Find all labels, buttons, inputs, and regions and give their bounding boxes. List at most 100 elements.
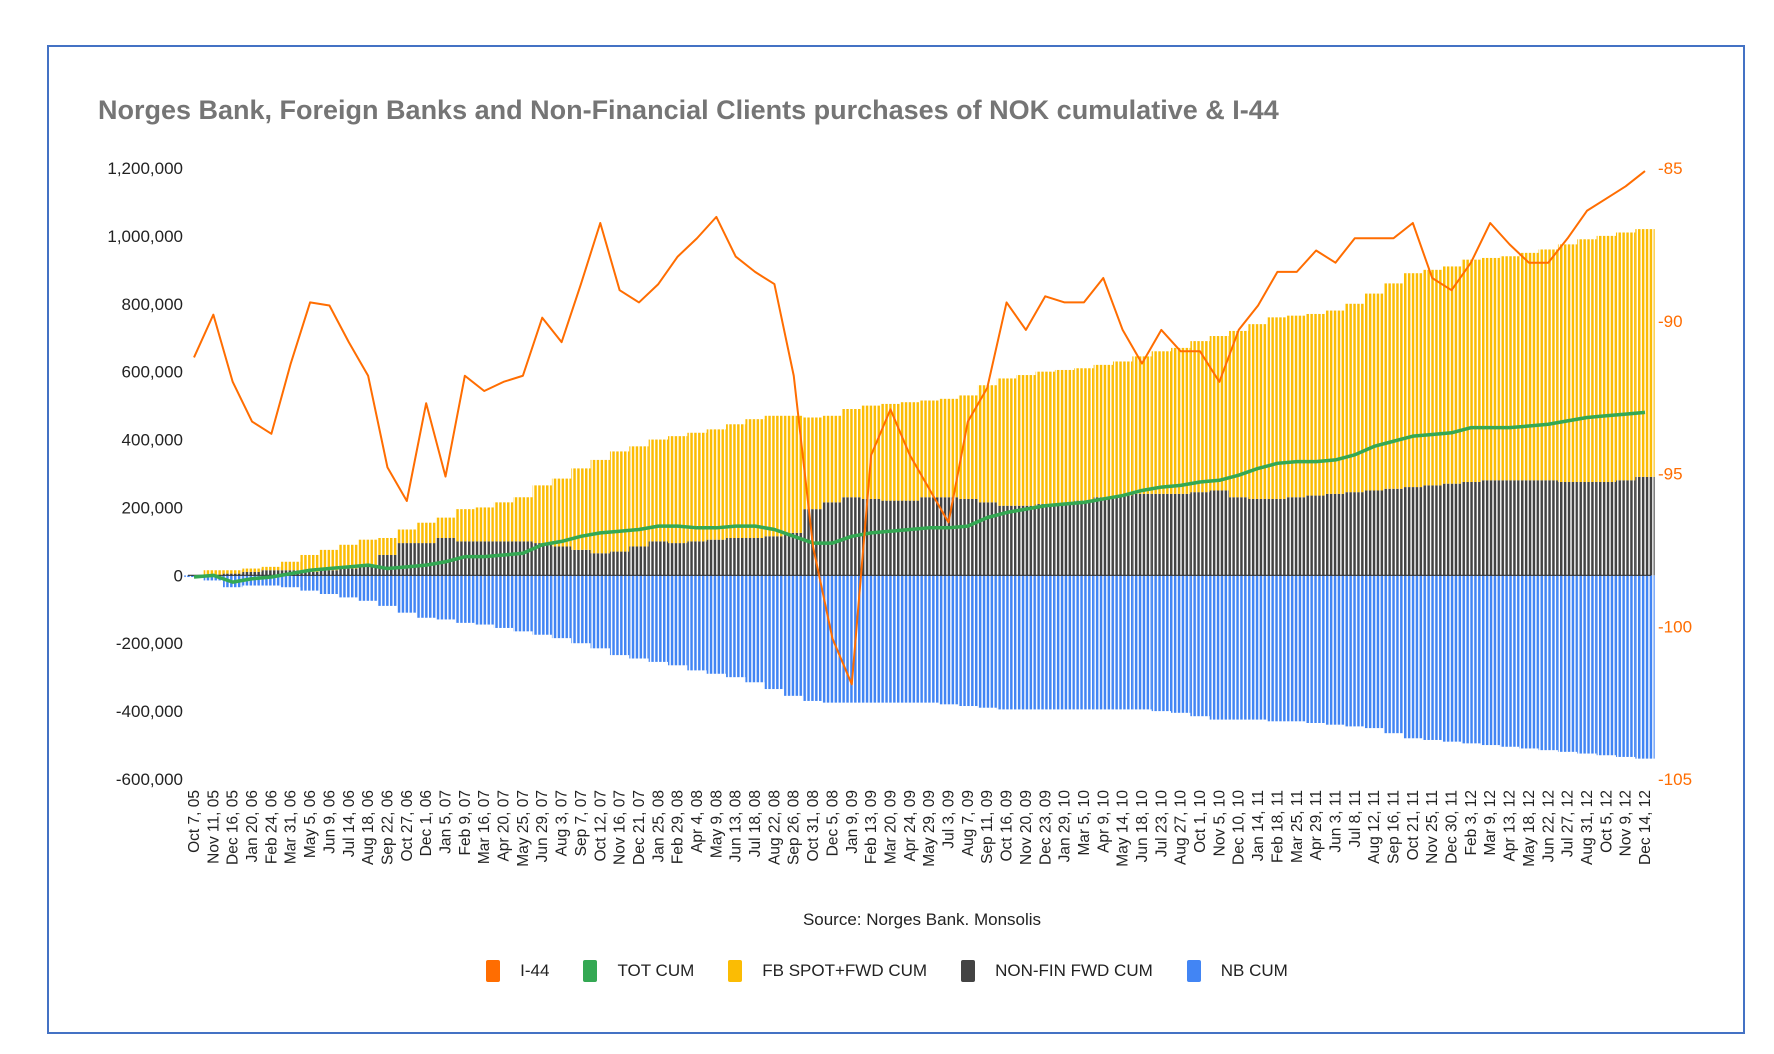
bar-nb-cum <box>339 575 359 598</box>
x-tick-label: Aug 31, 12 <box>1579 790 1596 865</box>
chart-title: Norges Bank, Foreign Banks and Non-Finan… <box>98 95 1279 125</box>
bar-nonfin-fwd-cum <box>1345 492 1365 576</box>
x-tick-label: Aug 18, 06 <box>360 790 377 865</box>
chart-legend: I-44 TOT CUM FB SPOT+FWD CUM NON-FIN FWD… <box>0 960 1774 982</box>
legend-label: NB CUM <box>1220 961 1288 980</box>
bar-nb-cum <box>1480 575 1500 746</box>
x-tick-label: May 25, 07 <box>515 790 532 867</box>
bar-nb-cum <box>1112 575 1133 710</box>
bar-nonfin-fwd-cum <box>1035 504 1055 576</box>
bar-nonfin-fwd-cum <box>648 541 668 576</box>
bar-fb-spot-fwd-cum <box>1209 336 1230 491</box>
x-tick-label: Nov 20, 09 <box>1018 790 1035 865</box>
x-tick-label: May 29, 09 <box>921 790 938 867</box>
bar-nb-cum <box>358 575 378 601</box>
x-tick-label: Apr 4, 08 <box>689 790 706 853</box>
bar-nonfin-fwd-cum <box>319 570 340 576</box>
bar-nonfin-fwd-cum <box>513 541 533 576</box>
x-tick-label: Feb 29, 08 <box>670 790 687 864</box>
bar-fb-spot-fwd-cum <box>1229 330 1249 498</box>
bar-nonfin-fwd-cum <box>1209 490 1230 576</box>
bar-nonfin-fwd-cum <box>726 537 746 576</box>
bar-fb-spot-fwd-cum <box>203 570 224 576</box>
bar-nb-cum <box>1016 575 1036 710</box>
x-tick-label: Jun 3, 11 <box>1327 790 1344 853</box>
bar-nb-cum <box>1538 575 1558 751</box>
bar-nb-cum <box>319 575 340 595</box>
bar-nb-cum <box>1422 575 1442 740</box>
bar-fb-spot-fwd-cum <box>648 439 668 542</box>
bar-nonfin-fwd-cum <box>1635 476 1655 576</box>
bar-fb-spot-fwd-cum <box>1422 269 1442 486</box>
bar-nonfin-fwd-cum <box>609 551 630 576</box>
bar-fb-spot-fwd-cum <box>513 497 533 542</box>
bar-nb-cum <box>803 575 823 701</box>
bar-nb-cum <box>261 575 282 586</box>
bar-nonfin-fwd-cum <box>1151 493 1172 576</box>
bar-fb-spot-fwd-cum <box>629 446 649 547</box>
bar-nonfin-fwd-cum <box>1364 490 1384 576</box>
bar-nonfin-fwd-cum <box>1538 480 1558 576</box>
bar-fb-spot-fwd-cum <box>1190 341 1210 493</box>
bar-fb-spot-fwd-cum <box>1035 371 1055 505</box>
y-right-tick-label: -95 <box>1658 465 1683 484</box>
bar-nb-cum <box>513 575 533 632</box>
x-tick-label: Oct 27, 06 <box>399 790 416 862</box>
bar-fb-spot-fwd-cum <box>996 378 1017 506</box>
bar-nb-cum <box>880 575 901 703</box>
bar-fb-spot-fwd-cum <box>861 405 881 499</box>
bar-fb-spot-fwd-cum <box>455 509 475 542</box>
bar-fb-spot-fwd-cum <box>1132 356 1152 494</box>
bar-nb-cum <box>1306 575 1326 723</box>
bar-fb-spot-fwd-cum <box>687 432 707 542</box>
bar-fb-spot-fwd-cum <box>435 517 456 538</box>
bar-nonfin-fwd-cum <box>667 543 688 576</box>
bar-nb-cum <box>455 575 475 623</box>
x-tick-label: Nov 11, 05 <box>205 790 222 864</box>
bar-nb-cum <box>1557 575 1578 752</box>
x-tick-label: Oct 12, 07 <box>592 790 609 862</box>
bar-nonfin-fwd-cum <box>339 568 359 576</box>
x-tick-label: Dec 14, 12 <box>1637 790 1654 865</box>
bar-fb-spot-fwd-cum <box>1499 256 1520 481</box>
bar-fb-spot-fwd-cum <box>1306 313 1326 496</box>
bar-nb-cum <box>1596 575 1616 756</box>
bar-nonfin-fwd-cum <box>706 539 727 576</box>
legend-label: NON-FIN FWD CUM <box>995 961 1153 980</box>
bar-fb-spot-fwd-cum <box>1074 368 1094 501</box>
bar-nonfin-fwd-cum <box>784 532 804 576</box>
x-tick-label: Oct 31, 08 <box>805 790 822 862</box>
bar-nonfin-fwd-cum <box>996 505 1017 576</box>
bar-nonfin-fwd-cum <box>590 553 610 576</box>
bar-fb-spot-fwd-cum <box>803 417 823 510</box>
x-tick-label: Jan 25, 08 <box>650 790 667 862</box>
bar-fb-spot-fwd-cum <box>1480 257 1500 481</box>
bar-nb-cum <box>1151 575 1172 712</box>
x-tick-label: Jun 18, 10 <box>1134 790 1151 863</box>
x-tick-label: Aug 27, 10 <box>1173 790 1190 865</box>
legend-label: I-44 <box>520 961 550 980</box>
y-left-tick-label: 1,000,000 <box>107 227 183 246</box>
bar-nb-cum <box>861 575 881 703</box>
x-tick-label: Feb 9, 07 <box>457 790 474 856</box>
bar-nonfin-fwd-cum <box>571 549 591 576</box>
bar-nb-cum <box>532 575 552 635</box>
x-tick-label: Oct 16, 09 <box>999 790 1016 862</box>
x-tick-label: Feb 3, 12 <box>1463 790 1480 856</box>
y-left-tick-label: 800,000 <box>122 295 183 314</box>
bar-fb-spot-fwd-cum <box>1441 266 1462 484</box>
bar-fb-spot-fwd-cum <box>1364 293 1384 491</box>
bar-fb-spot-fwd-cum <box>1383 283 1404 489</box>
y-left-tick-label: 200,000 <box>122 498 183 517</box>
x-tick-label: Dec 10, 10 <box>1231 790 1248 865</box>
bar-nonfin-fwd-cum <box>977 502 997 576</box>
x-tick-label: Jan 9, 09 <box>844 790 861 854</box>
line-i44 <box>193 170 1646 686</box>
bar-fb-spot-fwd-cum <box>1557 244 1578 482</box>
x-tick-label: Jul 14, 06 <box>341 790 358 857</box>
bar-nb-cum <box>1035 575 1055 710</box>
x-tick-label: Apr 29, 11 <box>1308 790 1325 860</box>
x-tick-label: Jan 20, 06 <box>244 790 261 862</box>
bar-nonfin-fwd-cum <box>493 541 514 576</box>
bar-nb-cum <box>435 575 456 620</box>
